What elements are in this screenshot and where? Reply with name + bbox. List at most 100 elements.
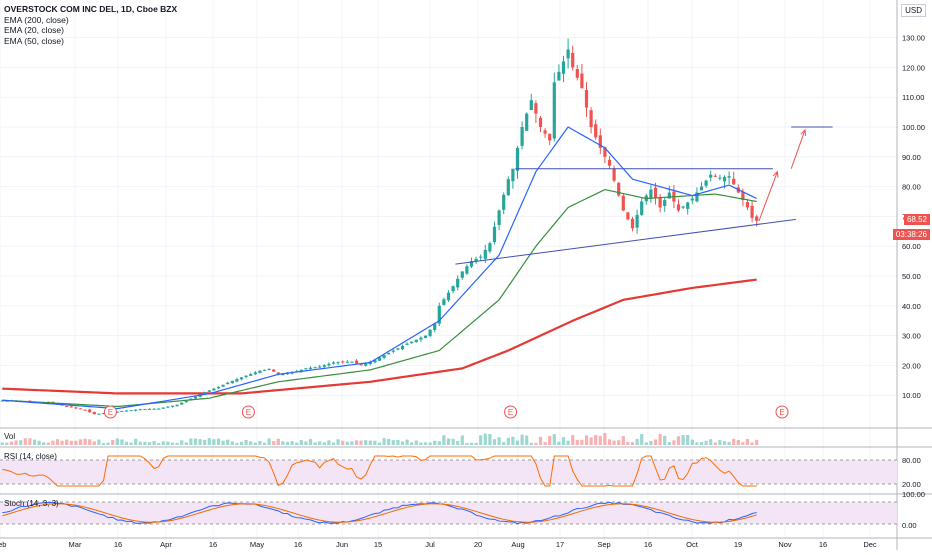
earnings-marker-label: E <box>508 408 513 417</box>
volume-bar <box>456 440 460 445</box>
volume-bar <box>672 440 676 445</box>
candle-body <box>226 382 230 385</box>
volume-bar <box>566 440 570 445</box>
rsi-pane-label[interactable]: RSI (14, close) <box>4 452 57 461</box>
candle-body <box>525 113 529 131</box>
candle-body <box>359 364 363 366</box>
volume-bar <box>709 439 713 445</box>
rsi-level-label: 20.00 <box>902 480 921 489</box>
volume-bar <box>161 441 165 445</box>
volume-bar <box>308 439 313 445</box>
ema50-legend[interactable]: EMA (50, close) <box>4 35 64 46</box>
volume-bar <box>83 438 87 445</box>
candle-body <box>175 404 179 407</box>
candle-body <box>244 375 248 377</box>
y-tick-label: 130.00 <box>902 34 925 43</box>
candle-body <box>262 369 267 371</box>
volume-bar <box>529 442 533 445</box>
candle-body <box>580 73 584 89</box>
support-trendline <box>455 218 796 265</box>
ema200-legend[interactable]: EMA (200, close) <box>4 14 69 25</box>
ema20-line <box>2 126 757 410</box>
candle-body <box>663 200 667 206</box>
candle-body <box>686 202 690 209</box>
forecast-arrow-2-head <box>800 128 807 136</box>
volume-bar <box>621 436 625 445</box>
volume-bar <box>515 440 520 445</box>
x-tick-label: Oct <box>686 540 699 549</box>
volume-bar <box>617 440 621 445</box>
candle-body <box>230 380 234 384</box>
volume-bar <box>713 442 717 445</box>
ema50-line <box>2 188 757 408</box>
volume-bar <box>644 442 648 445</box>
candle-body <box>134 409 138 411</box>
volume-bar <box>180 440 184 445</box>
volume-bar <box>327 440 331 445</box>
candle-body <box>318 366 322 368</box>
x-tick-label: 16 <box>644 540 652 549</box>
volume-bar <box>690 439 694 445</box>
volume-bar <box>120 439 124 445</box>
candle-body <box>713 175 717 177</box>
volume-bar <box>166 441 170 445</box>
candle-body <box>345 361 349 363</box>
candle-body <box>428 329 432 337</box>
stoch-level-label: 100.00 <box>902 490 925 499</box>
y-tick-label: 50.00 <box>902 272 921 281</box>
candle-body <box>488 243 492 252</box>
x-tick-label: 16 <box>209 540 217 549</box>
x-tick-label: Sep <box>597 540 610 549</box>
candle-body <box>216 386 221 389</box>
volume-bar <box>331 442 336 445</box>
currency-button[interactable]: USD <box>901 4 926 17</box>
candle-body <box>469 261 474 267</box>
volume-bar <box>520 434 524 445</box>
volume-bar <box>281 441 285 445</box>
candle-body <box>419 337 423 340</box>
volume-bar <box>262 442 267 445</box>
x-tick-label: May <box>250 540 264 549</box>
last-price-tag: 68.52 <box>903 214 930 225</box>
volume-bar <box>69 440 73 445</box>
volume-bar <box>446 438 451 445</box>
volume-bar <box>732 438 736 445</box>
volume-bar <box>603 433 607 445</box>
stoch-pane-label[interactable]: Stoch (14, 3, 3) <box>4 499 59 508</box>
countdown-tag: 03:38:26 <box>892 229 930 240</box>
volume-bar <box>488 433 492 445</box>
candle-body <box>322 365 326 367</box>
volume-bar <box>216 438 221 445</box>
volume-bar <box>658 433 662 445</box>
volume-bar <box>396 439 400 445</box>
volume-bar <box>589 437 593 445</box>
ema20-legend[interactable]: EMA (20, close) <box>4 25 64 35</box>
volume-bar <box>111 440 115 445</box>
candle-body <box>653 187 658 199</box>
volume-pane-label[interactable]: Vol <box>4 432 16 441</box>
volume-bar <box>244 440 248 445</box>
volume-bar <box>226 439 230 445</box>
candle-body <box>157 408 161 410</box>
candle-body <box>571 53 575 68</box>
candle-body <box>589 110 593 127</box>
candle-body <box>552 82 556 139</box>
volume-bar <box>276 438 280 445</box>
volume-bar <box>492 439 497 445</box>
x-tick-label: 15 <box>374 540 382 549</box>
volume-bar <box>419 442 423 445</box>
candle-body <box>492 226 497 243</box>
candle-body <box>327 363 331 366</box>
volume-bar <box>157 442 161 445</box>
volume-bar <box>437 441 441 445</box>
symbol-title[interactable]: OVERSTOCK COM INC DEL, 1D, Cboe BZX <box>4 4 178 14</box>
candle-body <box>147 408 152 410</box>
volume-bar <box>580 439 584 445</box>
candle-body <box>741 191 745 201</box>
volume-bar <box>534 442 538 445</box>
y-tick-label: 110.00 <box>902 93 924 102</box>
rsi-level-label: 80.00 <box>902 456 921 465</box>
candle-body <box>483 249 487 259</box>
